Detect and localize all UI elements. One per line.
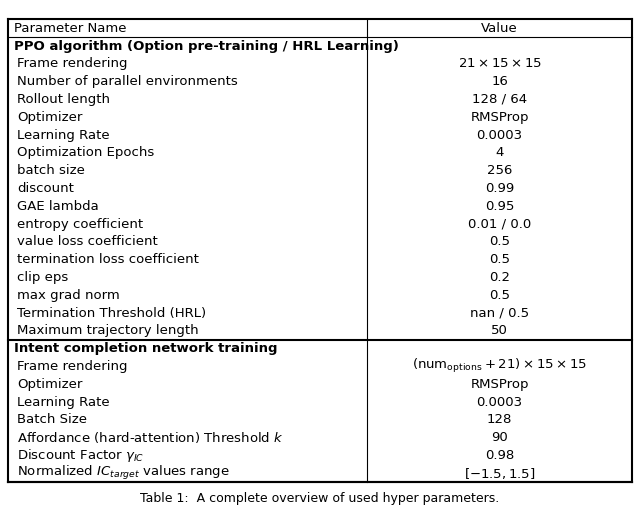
Text: Maximum trajectory length: Maximum trajectory length bbox=[17, 324, 199, 338]
Text: 0.2: 0.2 bbox=[489, 271, 510, 284]
Text: batch size: batch size bbox=[17, 164, 85, 177]
Text: Optimization Epochs: Optimization Epochs bbox=[17, 146, 155, 159]
Text: 0.5: 0.5 bbox=[489, 235, 510, 248]
Text: 0.99: 0.99 bbox=[485, 182, 514, 195]
Text: PPO algorithm (Option pre-training / HRL Learning): PPO algorithm (Option pre-training / HRL… bbox=[14, 40, 399, 53]
Text: Optimizer: Optimizer bbox=[17, 111, 83, 124]
Text: Optimizer: Optimizer bbox=[17, 378, 83, 391]
Text: 0.98: 0.98 bbox=[485, 449, 514, 462]
Text: Frame rendering: Frame rendering bbox=[17, 360, 128, 373]
Text: 16: 16 bbox=[491, 75, 508, 88]
Text: Frame rendering: Frame rendering bbox=[17, 57, 128, 70]
Text: Normalized $IC_{target}$ values range: Normalized $IC_{target}$ values range bbox=[17, 464, 230, 482]
Text: $21 \times 15 \times 15$: $21 \times 15 \times 15$ bbox=[458, 57, 541, 70]
Text: 256: 256 bbox=[487, 164, 512, 177]
Text: 0.5: 0.5 bbox=[489, 253, 510, 266]
Text: Value: Value bbox=[481, 22, 518, 35]
Text: $(\mathrm{num_{options}} +21) \times 15 \times 15$: $(\mathrm{num_{options}} +21) \times 15 … bbox=[412, 357, 587, 375]
Text: Learning Rate: Learning Rate bbox=[17, 129, 110, 142]
Text: 128 / 64: 128 / 64 bbox=[472, 93, 527, 106]
Text: value loss coefficient: value loss coefficient bbox=[17, 235, 158, 248]
Text: 0.0003: 0.0003 bbox=[476, 396, 523, 408]
Text: Discount Factor $\gamma_{IC}$: Discount Factor $\gamma_{IC}$ bbox=[17, 447, 145, 464]
Text: 0.95: 0.95 bbox=[485, 200, 514, 213]
Text: $[-1.5, 1.5]$: $[-1.5, 1.5]$ bbox=[464, 466, 535, 481]
Text: discount: discount bbox=[17, 182, 74, 195]
Text: Intent completion network training: Intent completion network training bbox=[14, 342, 278, 355]
Text: 4: 4 bbox=[495, 146, 504, 159]
Text: 50: 50 bbox=[491, 324, 508, 338]
Text: nan / 0.5: nan / 0.5 bbox=[470, 307, 529, 320]
Text: termination loss coefficient: termination loss coefficient bbox=[17, 253, 199, 266]
Text: 0.0003: 0.0003 bbox=[476, 129, 523, 142]
Text: Termination Threshold (HRL): Termination Threshold (HRL) bbox=[17, 307, 207, 320]
Text: RMSProp: RMSProp bbox=[470, 111, 529, 124]
Text: Batch Size: Batch Size bbox=[17, 414, 87, 427]
Text: 90: 90 bbox=[491, 431, 508, 444]
Text: GAE lambda: GAE lambda bbox=[17, 200, 99, 213]
Text: Table 1:  A complete overview of used hyper parameters.: Table 1: A complete overview of used hyp… bbox=[140, 492, 500, 506]
Text: Number of parallel environments: Number of parallel environments bbox=[17, 75, 238, 88]
Text: entropy coefficient: entropy coefficient bbox=[17, 218, 143, 231]
Text: 128: 128 bbox=[487, 414, 512, 427]
Text: Rollout length: Rollout length bbox=[17, 93, 110, 106]
Text: clip eps: clip eps bbox=[17, 271, 68, 284]
Text: Learning Rate: Learning Rate bbox=[17, 396, 110, 408]
Text: 0.5: 0.5 bbox=[489, 289, 510, 302]
Text: 0.01 / 0.0: 0.01 / 0.0 bbox=[468, 218, 531, 231]
Text: Affordance (hard-attention) Threshold $k$: Affordance (hard-attention) Threshold $k… bbox=[17, 430, 284, 445]
Text: Parameter Name: Parameter Name bbox=[14, 22, 127, 35]
Text: max grad norm: max grad norm bbox=[17, 289, 120, 302]
Text: RMSProp: RMSProp bbox=[470, 378, 529, 391]
